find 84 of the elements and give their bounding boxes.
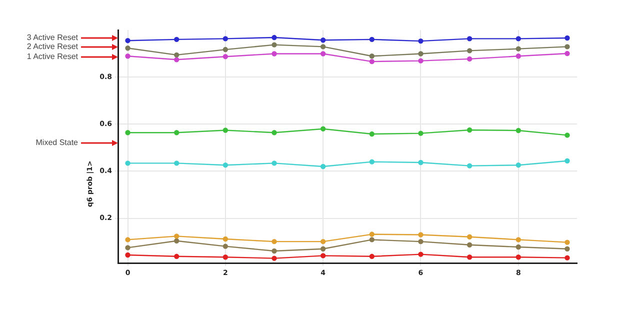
point xyxy=(369,58,375,64)
point xyxy=(418,252,424,257)
point xyxy=(272,34,277,40)
point xyxy=(272,248,277,254)
point xyxy=(369,54,375,59)
point xyxy=(320,253,326,258)
point xyxy=(174,234,180,239)
point xyxy=(222,244,228,249)
point xyxy=(564,132,570,138)
point xyxy=(222,254,228,260)
point xyxy=(222,128,228,133)
point xyxy=(320,238,326,244)
point xyxy=(174,36,180,42)
point xyxy=(418,232,424,238)
point xyxy=(369,232,375,237)
point xyxy=(272,42,277,48)
point xyxy=(564,246,570,252)
point xyxy=(418,58,424,64)
point xyxy=(272,238,277,244)
point xyxy=(466,127,472,133)
point xyxy=(320,44,326,50)
point xyxy=(516,54,522,59)
point xyxy=(466,163,472,168)
point xyxy=(272,51,277,56)
point xyxy=(516,237,522,242)
point xyxy=(466,36,472,42)
point xyxy=(564,44,570,50)
point xyxy=(466,254,472,260)
point xyxy=(369,36,375,42)
point xyxy=(516,36,522,42)
point xyxy=(125,245,130,250)
point xyxy=(369,254,375,260)
point xyxy=(564,240,570,245)
point xyxy=(174,57,180,62)
point xyxy=(516,254,522,260)
point xyxy=(272,130,277,136)
point xyxy=(466,234,472,240)
point xyxy=(174,238,180,244)
point xyxy=(369,159,375,164)
point xyxy=(125,237,130,242)
point xyxy=(466,48,472,54)
point xyxy=(418,130,424,136)
point xyxy=(222,36,228,42)
point xyxy=(516,244,522,250)
text: 1 Active Reset xyxy=(26,52,79,62)
text: 3 Active Reset xyxy=(26,33,79,42)
point xyxy=(272,256,277,261)
point xyxy=(222,46,228,52)
point xyxy=(174,130,180,136)
point xyxy=(369,237,375,242)
point xyxy=(174,52,180,58)
point xyxy=(466,56,472,62)
point xyxy=(174,254,180,260)
point xyxy=(320,126,326,132)
point xyxy=(222,162,228,168)
point xyxy=(564,35,570,41)
point xyxy=(125,130,130,136)
point xyxy=(272,160,277,166)
point xyxy=(174,160,180,166)
point xyxy=(516,162,522,168)
point xyxy=(320,246,326,252)
point xyxy=(369,131,375,137)
point xyxy=(564,158,570,164)
point xyxy=(418,238,424,244)
point xyxy=(222,54,228,60)
point xyxy=(125,160,130,166)
point xyxy=(320,38,326,43)
point xyxy=(320,164,326,170)
text: Mixed State xyxy=(36,138,79,148)
point xyxy=(564,50,570,56)
point xyxy=(125,252,130,258)
point xyxy=(222,236,228,242)
point xyxy=(516,128,522,134)
point xyxy=(418,38,424,44)
point xyxy=(125,46,130,51)
text: 2 Active Reset xyxy=(26,42,79,52)
point xyxy=(466,242,472,248)
point xyxy=(516,46,522,52)
point xyxy=(418,51,424,56)
point xyxy=(320,51,326,56)
point xyxy=(418,160,424,166)
point xyxy=(125,54,130,59)
point xyxy=(564,255,570,260)
point xyxy=(125,38,130,44)
